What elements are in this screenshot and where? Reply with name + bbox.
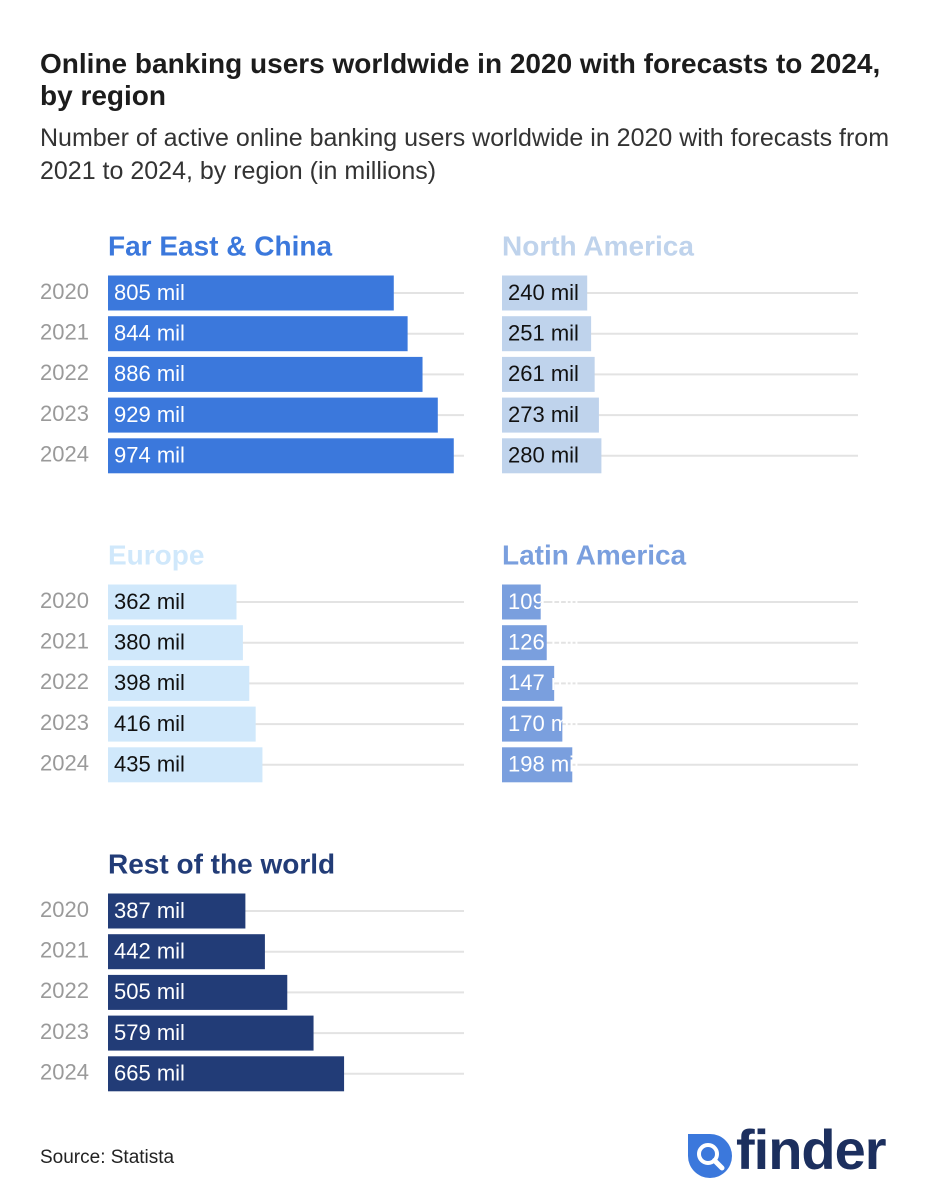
bar [108,747,263,783]
year-tick-label: 2020 [40,588,89,613]
bar-value-label: 280 mil [508,443,579,468]
year-tick-label: 2024 [40,751,89,776]
panel-title: North America [502,230,694,261]
bar [502,316,592,352]
bar [108,1015,314,1051]
bar [502,275,588,311]
year-tick-label: 2022 [40,669,89,694]
bar [108,706,256,742]
panel-title: Far East & China [108,230,332,261]
bar-value-label: 844 mil [114,321,185,346]
bar [108,1056,345,1092]
bar [502,665,555,701]
year-tick-label: 2023 [40,1019,89,1044]
year-tick-label: 2022 [40,978,89,1003]
year-tick-label: 2022 [40,360,89,385]
bar-value-label: 251 mil [508,321,579,346]
bar [108,438,454,474]
source-note: Source: Statista [40,1147,175,1168]
bar-value-label: 505 mil [114,979,185,1004]
year-tick-label: 2024 [40,1060,89,1085]
bar [108,584,237,620]
bar-value-label: 109 mil [508,589,579,614]
bar-value-label: 261 mil [508,361,579,386]
bar-value-label: 387 mil [114,898,185,923]
bar-value-label: 665 mil [114,1061,185,1086]
panel-title: Latin America [502,539,687,570]
bar-value-label: 380 mil [114,630,185,655]
bar [108,974,288,1010]
bar [108,893,246,929]
bar [502,706,563,742]
bar [108,356,423,392]
bar-value-label: 198 mil [508,752,579,777]
year-tick-label: 2021 [40,320,89,345]
bar [502,625,547,661]
bar-value-label: 974 mil [114,443,185,468]
year-tick-label: 2021 [40,938,89,963]
bar-value-label: 273 mil [508,402,579,427]
bar-value-label: 398 mil [114,670,185,695]
bar-value-label: 579 mil [114,1020,185,1045]
bar [108,665,250,701]
bar-value-label: 170 mil [508,711,579,736]
bar-value-label: 416 mil [114,711,185,736]
bar-value-label: 362 mil [114,589,185,614]
brand-name: finder [736,1118,887,1181]
bar [502,438,602,474]
bar [502,356,595,392]
bar [502,397,599,433]
bar-value-label: 442 mil [114,939,185,964]
bar [108,625,243,661]
bar-value-label: 126 mil [508,630,579,655]
bar-value-label: 805 mil [114,280,185,305]
bar-value-label: 435 mil [114,752,185,777]
year-tick-label: 2023 [40,401,89,426]
bar [108,316,408,352]
panel-title: Rest of the world [108,848,335,879]
bar [108,275,394,311]
year-tick-label: 2020 [40,279,89,304]
bar [108,397,438,433]
year-tick-label: 2023 [40,710,89,735]
year-tick-label: 2020 [40,897,89,922]
bar-value-label: 886 mil [114,361,185,386]
bar-value-label: 147 mil [508,670,579,695]
chart-subtitle: Number of active online banking users wo… [40,124,890,185]
search-magnifier-icon [688,1134,732,1178]
bar [502,747,573,783]
year-tick-label: 2021 [40,629,89,654]
bar-value-label: 240 mil [508,280,579,305]
bar-value-label: 929 mil [114,402,185,427]
bar [108,934,265,970]
panel-title: Europe [108,539,204,570]
year-tick-label: 2024 [40,442,89,467]
bar [502,584,541,620]
finder-logo: finder [688,1118,903,1184]
chart-title: Online banking users worldwide in 2020 w… [40,48,881,111]
